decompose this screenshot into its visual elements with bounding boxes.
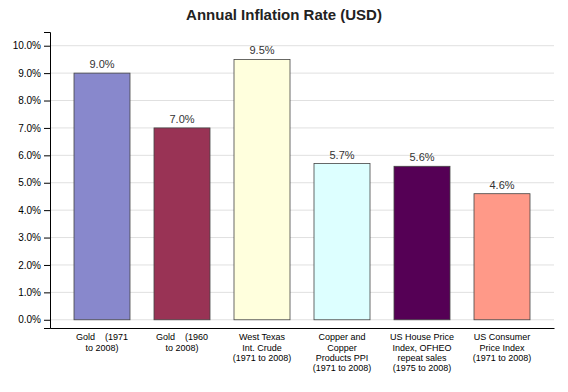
x-tick-label-line: US Consumer	[474, 332, 531, 342]
y-tick-mark	[44, 183, 50, 184]
y-tick-label: 4.0%	[18, 205, 41, 216]
bar	[74, 73, 130, 320]
x-tick-label-line: Price Index	[479, 343, 525, 353]
y-tick-mark	[44, 128, 50, 129]
bar	[234, 59, 290, 319]
y-tick: 7.0%	[18, 123, 50, 134]
x-tick-label: US ConsumerPrice Index(1971 to 2008)	[473, 332, 532, 363]
y-tick: 9.0%	[18, 68, 50, 79]
bar	[394, 166, 450, 319]
x-tick: Gold (1971to 2008)	[76, 328, 128, 353]
plot: 0.0% 1.0% 2.0% 3.0% 4.0% 5.0% 6.0% 7.0% 8.0% 9.0%…	[13, 33, 555, 374]
x-axis: Gold (1971to 2008)Gold (1960to 2008)West…	[51, 328, 555, 373]
x-tick-label: Gold (1971to 2008)	[76, 332, 128, 352]
x-tick-label: Copper andCopperProducts PPI(1971 to 200…	[313, 332, 372, 373]
x-tick-label-line: (1975 to 2008)	[393, 363, 452, 373]
y-tick: 8.0%	[18, 95, 50, 106]
y-tick-mark	[44, 238, 50, 239]
y-tick-mark	[44, 210, 50, 211]
x-tick: Copper andCopperProducts PPI(1971 to 200…	[313, 328, 372, 373]
x-tick-label-line: Copper and	[318, 332, 365, 342]
x-tick-label-line: to 2008)	[165, 343, 198, 353]
bars	[74, 59, 530, 319]
x-tick-label-line: (1971 to 2008)	[233, 353, 292, 363]
y-tick: 6.0%	[18, 150, 50, 161]
y-tick-label: 9.0%	[18, 68, 41, 79]
x-tick: US House PriceIndex, OFHEOrepeat sales(1…	[390, 328, 454, 373]
x-tick-label-line: Gold (1971	[76, 332, 128, 342]
x-tick-label-line: repeat sales	[397, 353, 447, 363]
bar	[154, 128, 210, 320]
y-tick-label: 5.0%	[18, 177, 41, 188]
y-tick-label: 0.0%	[18, 314, 41, 325]
chart: Annual Inflation Rate (USD) 0.0% 1.0% 2.0% 3…	[0, 0, 568, 392]
x-axis-line	[51, 328, 555, 329]
x-tick-label-line: (1971 to 2008)	[473, 353, 532, 363]
x-tick-label-line: Int. Crude	[242, 343, 282, 353]
y-tick: 10.0%	[13, 40, 50, 51]
y-tick-label: 2.0%	[18, 260, 41, 271]
x-tick-label-line: Gold (1960	[156, 332, 208, 342]
x-tick: Gold (1960to 2008)	[156, 328, 208, 353]
y-tick: 2.0%	[18, 260, 50, 271]
y-tick-label: 1.0%	[18, 287, 41, 298]
data-labels: 9.0% 7.0% 9.5% 5.7% 5.6% 4.6%	[89, 44, 514, 190]
y-tick: 4.0%	[18, 205, 50, 216]
y-tick-mark	[44, 101, 50, 102]
bar	[314, 164, 370, 320]
x-tick-label-line: Index, OFHEO	[392, 343, 451, 353]
x-tick-label-line: (1971 to 2008)	[313, 363, 372, 373]
x-tick-label-line: Products PPI	[316, 353, 369, 363]
grid-line	[50, 45, 554, 46]
x-tick-label-line: US House Price	[390, 332, 454, 342]
y-tick-label: 10.0%	[13, 40, 41, 51]
title: Annual Inflation Rate (USD)	[186, 6, 382, 23]
data-label: 5.7%	[329, 149, 354, 161]
y-tick: 0.0%	[18, 314, 50, 325]
y-tick-mark	[44, 320, 50, 321]
data-label: 9.0%	[89, 58, 114, 70]
y-tick-mark	[44, 265, 50, 266]
x-tick-label: West TexasInt. Crude(1971 to 2008)	[233, 332, 292, 363]
data-label: 4.6%	[489, 179, 514, 191]
y-axis: 0.0% 1.0% 2.0% 3.0% 4.0% 5.0% 6.0% 7.0% 8.0% 9.0%…	[13, 33, 51, 329]
data-label: 9.5%	[249, 44, 274, 56]
grid	[50, 46, 554, 320]
x-tick-label: US House PriceIndex, OFHEOrepeat sales(1…	[390, 332, 454, 373]
y-tick-label: 3.0%	[18, 232, 41, 243]
y-tick-mark	[44, 292, 50, 293]
x-tick: West TexasInt. Crude(1971 to 2008)	[233, 328, 292, 363]
x-tick-label: Gold (1960to 2008)	[156, 332, 208, 352]
data-label: 5.6%	[409, 151, 434, 163]
y-tick-mark	[44, 46, 50, 47]
y-axis-line	[44, 33, 51, 329]
y-tick-mark	[44, 155, 50, 156]
x-tick-label-line: Copper	[327, 343, 357, 353]
y-tick-label: 7.0%	[18, 123, 41, 134]
x-tick-label-line: West Texas	[239, 332, 286, 342]
x-tick-label-line: to 2008)	[85, 343, 118, 353]
data-label: 7.0%	[169, 113, 194, 125]
y-tick-label: 8.0%	[18, 95, 41, 106]
y-tick-label: 6.0%	[18, 150, 41, 161]
y-tick: 5.0%	[18, 177, 50, 188]
y-tick: 3.0%	[18, 232, 50, 243]
y-tick-mark	[44, 73, 50, 74]
y-tick: 1.0%	[18, 287, 50, 298]
bar	[474, 194, 530, 320]
x-tick: US ConsumerPrice Index(1971 to 2008)	[473, 328, 532, 363]
